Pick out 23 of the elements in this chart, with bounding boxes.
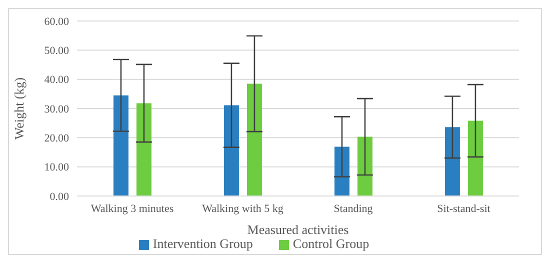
y-tick-label: 60.00	[44, 16, 70, 28]
bar	[136, 103, 152, 196]
y-tick-label: 0.00	[50, 190, 70, 203]
bar	[224, 105, 239, 196]
bar	[246, 84, 262, 196]
y-tick-label: 10.00	[44, 162, 70, 174]
bar	[113, 95, 128, 196]
y-axis-title: Weight (kg)	[12, 77, 27, 140]
y-tick-label: 30.00	[44, 103, 70, 116]
legend-label: Intervention Group	[152, 236, 253, 251]
y-tick-label: 20.00	[44, 132, 70, 145]
bar	[334, 146, 350, 196]
legend-label: Control Group	[292, 236, 370, 251]
x-tick-label: Walking with 5 kg	[202, 202, 284, 215]
x-tick-label: Standing	[334, 202, 374, 215]
bar	[468, 120, 483, 196]
x-tick-label: Sit-stand-sit	[437, 202, 490, 215]
x-axis-title: Measured activities	[247, 222, 349, 237]
bar	[444, 127, 460, 196]
y-tick-label: 50.00	[44, 45, 70, 58]
x-tick-label: Walking 3 minutes	[90, 202, 174, 215]
y-tick-label: 40.00	[44, 74, 70, 86]
bar	[357, 136, 372, 196]
